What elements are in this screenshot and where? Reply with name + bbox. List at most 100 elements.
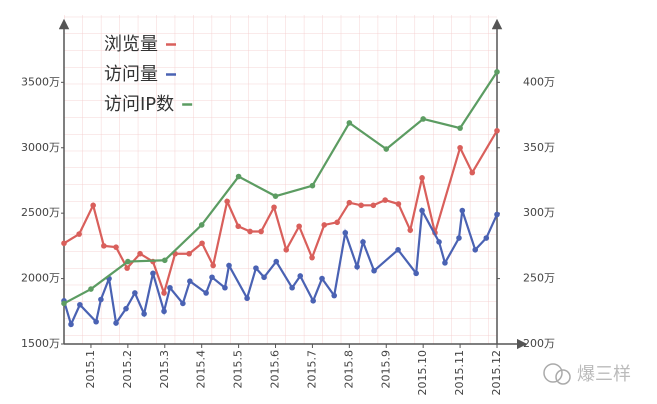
data-point xyxy=(150,270,156,277)
data-point xyxy=(209,274,215,281)
data-point xyxy=(297,273,304,279)
data-point xyxy=(472,247,479,253)
data-point xyxy=(132,290,138,296)
data-point xyxy=(101,243,107,249)
x-tick-label: 2015.1 xyxy=(84,350,97,389)
data-point xyxy=(137,250,143,257)
data-point xyxy=(61,300,67,307)
data-point xyxy=(309,254,315,261)
data-point xyxy=(354,264,360,270)
data-point xyxy=(442,260,448,266)
x-tick-label: 2015.2 xyxy=(121,350,134,389)
data-point xyxy=(407,227,414,233)
watermark-text: 爆三样 xyxy=(577,364,631,385)
data-point xyxy=(419,175,425,181)
data-point xyxy=(283,247,290,253)
data-point xyxy=(98,296,104,303)
legend-label: 浏览量 xyxy=(104,34,158,55)
data-point xyxy=(309,182,316,189)
data-point xyxy=(342,229,349,236)
data-point xyxy=(456,235,462,241)
legend-label: 访问量 xyxy=(104,64,158,85)
data-point xyxy=(346,120,353,126)
x-tick-label: 2015.9 xyxy=(379,350,392,389)
data-point xyxy=(457,125,463,131)
data-point xyxy=(331,292,338,299)
data-point xyxy=(258,228,264,235)
y-tick-label: 1500万 xyxy=(21,337,60,350)
legend-label: 访问IP数 xyxy=(104,94,174,115)
data-point xyxy=(113,244,119,250)
data-point xyxy=(226,262,232,269)
x-tick-label: 2015.12 xyxy=(490,350,503,396)
data-point xyxy=(296,223,302,230)
x-tick-label: 2015.3 xyxy=(158,350,171,389)
data-point xyxy=(272,193,279,199)
x-tick-label: 2015.10 xyxy=(416,350,429,396)
data-point xyxy=(253,265,259,271)
data-point xyxy=(68,321,74,328)
y-tick-label: 2500万 xyxy=(21,206,60,219)
data-point xyxy=(273,258,280,265)
data-point xyxy=(90,202,96,209)
data-point xyxy=(346,199,353,206)
y2-tick-label: 350万 xyxy=(523,141,555,154)
data-point xyxy=(371,267,377,274)
data-point xyxy=(235,223,242,230)
data-point xyxy=(76,231,82,237)
data-point xyxy=(383,146,390,152)
data-point xyxy=(141,311,147,317)
x-tick-label: 2015.4 xyxy=(195,350,208,389)
data-point xyxy=(395,247,401,253)
y-tick-label: 3500万 xyxy=(21,75,60,88)
y-tick-label: 3000万 xyxy=(21,141,60,154)
data-point xyxy=(334,219,340,226)
data-point xyxy=(358,202,364,209)
data-point xyxy=(494,127,500,134)
data-point xyxy=(321,222,328,228)
data-point xyxy=(271,204,277,211)
data-point xyxy=(210,262,216,269)
data-point xyxy=(235,173,242,180)
data-point xyxy=(187,278,193,285)
watermark: 爆三样 xyxy=(543,363,631,385)
y2-tick-label: 300万 xyxy=(523,206,555,219)
data-point xyxy=(319,275,325,282)
x-tick-label: 2015.6 xyxy=(269,350,282,389)
data-point xyxy=(161,290,167,296)
x-tick-label: 2015.5 xyxy=(232,350,245,389)
data-point xyxy=(161,308,167,315)
y-tick-label: 2000万 xyxy=(21,272,60,285)
data-point xyxy=(370,202,377,209)
data-point xyxy=(124,265,130,271)
data-point xyxy=(199,240,205,247)
data-point xyxy=(395,201,402,207)
data-point xyxy=(382,197,388,203)
series-line xyxy=(62,206,499,328)
data-point xyxy=(436,239,442,245)
data-point xyxy=(457,144,463,151)
data-point xyxy=(483,235,490,241)
data-point xyxy=(123,305,129,312)
x-tick-label: 2015.7 xyxy=(305,350,318,389)
y2-tick-label: 400万 xyxy=(523,75,555,88)
data-point xyxy=(198,222,205,228)
data-point xyxy=(93,318,99,325)
data-point xyxy=(360,239,366,245)
data-point xyxy=(113,320,119,326)
data-point xyxy=(161,257,168,264)
data-point xyxy=(125,258,131,265)
data-point xyxy=(244,295,250,302)
data-point xyxy=(77,301,83,308)
data-point xyxy=(420,116,426,122)
data-point xyxy=(413,270,419,277)
data-point xyxy=(167,284,173,291)
data-point xyxy=(289,284,295,291)
data-point xyxy=(261,274,267,281)
data-point xyxy=(310,298,316,304)
data-point xyxy=(186,250,192,257)
x-tick-label: 2015.8 xyxy=(342,350,355,389)
data-point xyxy=(419,207,425,214)
x-tick-label: 2015.11 xyxy=(453,350,466,396)
